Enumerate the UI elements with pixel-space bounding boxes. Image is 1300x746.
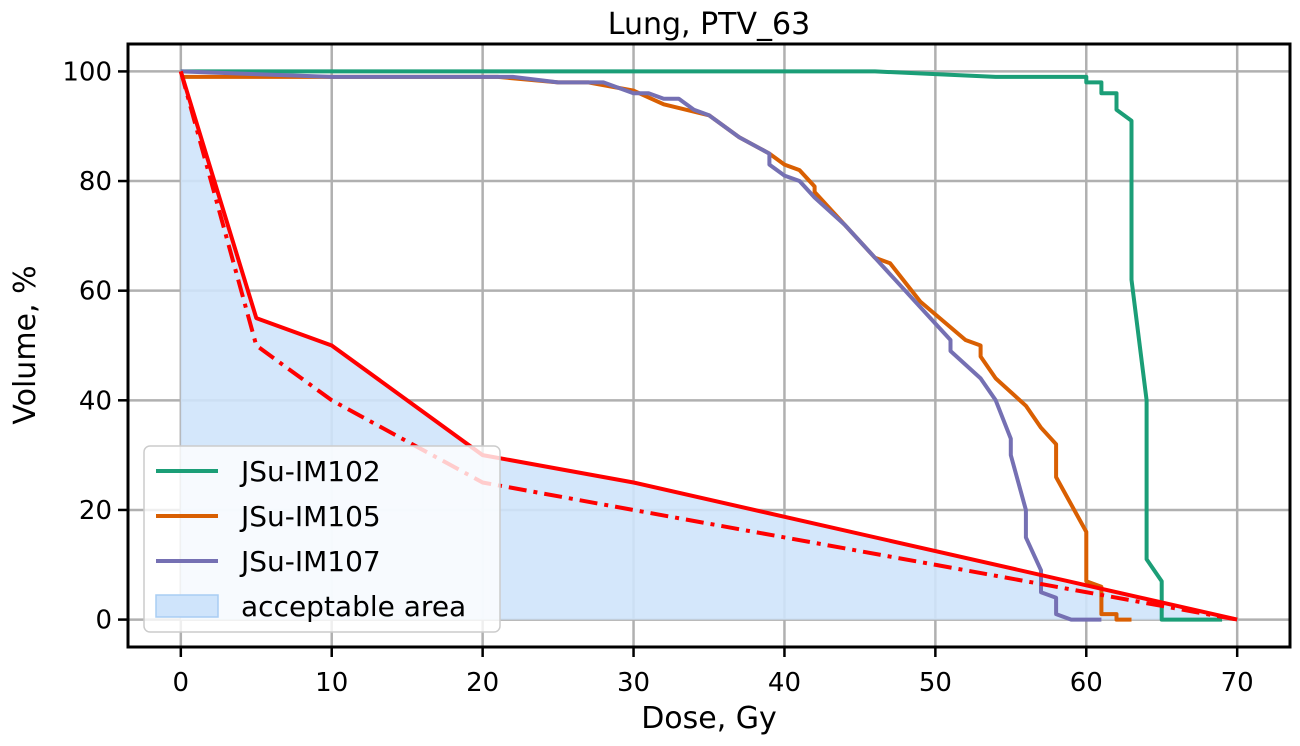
chart-title: Lung, PTV_63 xyxy=(608,7,810,42)
series-line-jsu-im105 xyxy=(180,74,1132,622)
y-tick-label: 60 xyxy=(79,277,112,307)
x-tick-label: 0 xyxy=(173,668,190,698)
legend-label-jsu-im102: JSu-IM102 xyxy=(239,455,381,488)
x-axis-label: Dose, Gy xyxy=(641,701,777,736)
legend: JSu-IM102 JSu-IM105 JSu-IM107 acceptable ar… xyxy=(143,445,501,633)
y-tick-label: 0 xyxy=(95,606,112,636)
legend-label-jsu-im107: JSu-IM107 xyxy=(239,545,381,578)
constraint-line-solid xyxy=(178,70,1238,622)
legend-box xyxy=(143,445,501,633)
x-tick-label: 70 xyxy=(1221,668,1254,698)
legend-label-jsu-im105: JSu-IM105 xyxy=(239,500,381,533)
legend-swatch-acceptable-area xyxy=(155,594,219,618)
series-line-jsu-im107 xyxy=(180,69,1102,622)
constraint-line-dashdot xyxy=(178,70,1238,622)
x-tick-label: 30 xyxy=(617,668,650,698)
y-tick-label: 20 xyxy=(79,496,112,526)
x-tick-label: 10 xyxy=(315,668,348,698)
x-tick-label: 20 xyxy=(466,668,499,698)
y-tick-label: 80 xyxy=(79,167,112,197)
x-tick-label: 50 xyxy=(919,668,952,698)
y-axis-label: Volume, % xyxy=(8,265,43,424)
y-tick-label: 40 xyxy=(79,386,112,416)
series-line-jsu-im102 xyxy=(180,69,1223,622)
plot-frame xyxy=(126,42,1292,649)
y-tick-label: 100 xyxy=(62,57,112,87)
x-tick-label: 60 xyxy=(1070,668,1103,698)
legend-label-acceptable-area: acceptable area xyxy=(241,590,466,623)
x-tick-label: 40 xyxy=(768,668,801,698)
